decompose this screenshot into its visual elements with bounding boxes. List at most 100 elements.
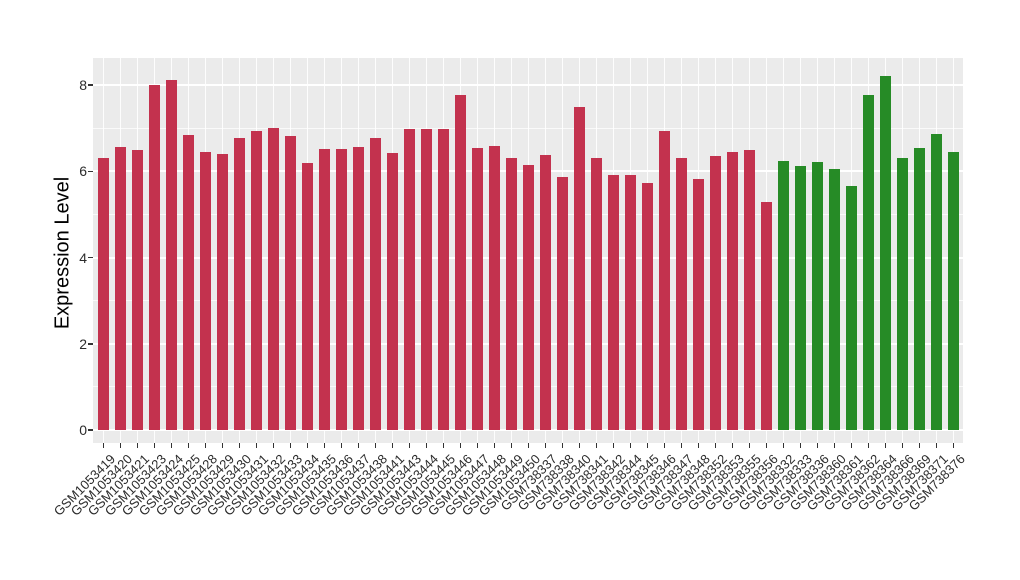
x-tick-mark [918, 443, 921, 448]
x-tick-mark [561, 443, 564, 448]
bar [165, 80, 178, 430]
y-tick-label: 0 [79, 422, 87, 438]
bar [131, 149, 144, 430]
y-tick-label: 2 [79, 335, 87, 352]
x-tick-mark [850, 443, 853, 448]
bar [403, 129, 416, 430]
bar [505, 157, 518, 430]
x-tick-mark [255, 443, 258, 448]
bar [267, 128, 280, 430]
bar [284, 136, 297, 430]
x-tick-mark [340, 443, 343, 448]
y-tick-mark [88, 429, 93, 431]
bar [845, 186, 858, 430]
bar [420, 129, 433, 430]
bar [369, 138, 382, 430]
bar [862, 95, 875, 430]
x-tick-mark [629, 443, 632, 448]
x-tick-mark [289, 443, 292, 448]
x-tick-mark [221, 443, 224, 448]
bar [335, 148, 348, 430]
x-tick-mark [765, 443, 768, 448]
y-tick-label: 6 [79, 163, 87, 180]
bar [743, 149, 756, 430]
x-tick-mark [799, 443, 802, 448]
bar [556, 176, 569, 430]
bar [148, 85, 161, 430]
bar [250, 130, 263, 430]
bar [301, 163, 314, 430]
bar [947, 151, 960, 430]
x-tick-mark [833, 443, 836, 448]
x-tick-mark [884, 443, 887, 448]
bar [930, 134, 943, 430]
x-tick-mark [527, 443, 530, 448]
bar [182, 134, 195, 430]
x-tick-mark [578, 443, 581, 448]
bar [352, 147, 365, 430]
y-tick-mark [88, 84, 93, 86]
bar [114, 147, 127, 430]
x-tick-mark [306, 443, 309, 448]
x-tick-mark [102, 443, 105, 448]
x-tick-mark [646, 443, 649, 448]
x-tick-mark [170, 443, 173, 448]
x-tick-mark [136, 443, 139, 448]
x-tick-mark [238, 443, 241, 448]
bar [318, 148, 331, 430]
x-tick-mark [510, 443, 513, 448]
x-tick-mark [119, 443, 122, 448]
bar [199, 151, 212, 430]
bar [216, 154, 229, 430]
bar [522, 164, 535, 430]
x-tick-mark [357, 443, 360, 448]
bar [896, 158, 909, 430]
y-tick-mark [88, 343, 93, 345]
bar [607, 174, 620, 430]
x-tick-mark [442, 443, 445, 448]
bar [437, 129, 450, 430]
x-tick-mark [544, 443, 547, 448]
bar [386, 153, 399, 430]
x-tick-mark [476, 443, 479, 448]
plot-panel [93, 58, 963, 443]
x-tick-mark [493, 443, 496, 448]
x-tick-mark [323, 443, 326, 448]
bar [675, 157, 688, 430]
x-tick-mark [153, 443, 156, 448]
bar [454, 94, 467, 430]
bar [488, 145, 501, 430]
x-tick-mark [204, 443, 207, 448]
bar [726, 152, 739, 430]
x-tick-mark [187, 443, 190, 448]
x-tick-mark [408, 443, 411, 448]
y-tick-label: 4 [79, 249, 87, 266]
x-tick-mark [391, 443, 394, 448]
bar [879, 75, 892, 430]
bar [471, 148, 484, 430]
x-tick-mark [272, 443, 275, 448]
x-tick-mark [425, 443, 428, 448]
x-tick-mark [374, 443, 377, 448]
y-tick-mark [88, 256, 93, 259]
x-tick-mark [952, 443, 955, 448]
bar [624, 174, 637, 430]
x-tick-mark [935, 443, 938, 448]
bar [233, 138, 246, 430]
x-tick-mark [612, 443, 615, 448]
bar [641, 183, 654, 430]
bar [828, 168, 841, 430]
bar [913, 147, 926, 430]
y-tick-label: 8 [79, 77, 87, 94]
x-tick-mark [731, 443, 734, 448]
x-tick-mark [782, 443, 785, 448]
bar [811, 161, 824, 430]
y-tick-mark [88, 170, 93, 173]
bar [97, 157, 110, 430]
bar [760, 202, 773, 430]
x-tick-mark [816, 443, 819, 448]
bar [709, 155, 722, 430]
x-tick-mark [663, 443, 666, 448]
x-tick-mark [595, 443, 598, 448]
